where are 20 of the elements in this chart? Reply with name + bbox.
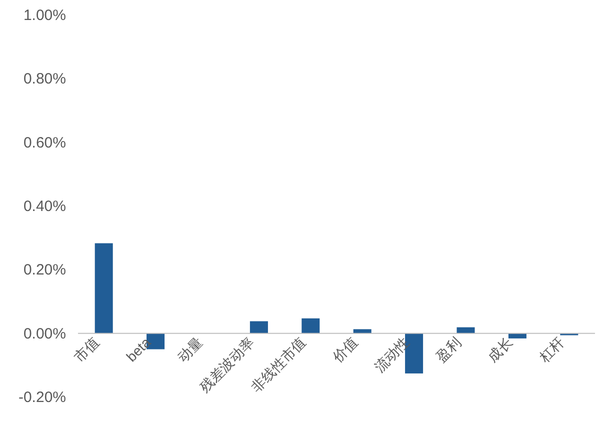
- bar: [250, 321, 268, 334]
- y-tick-label: -0.20%: [18, 389, 66, 406]
- x-tick-label: 流动性: [371, 334, 412, 376]
- x-tick-label: 动量: [174, 334, 206, 366]
- y-tick-label: 0.00%: [23, 325, 66, 342]
- bar: [456, 327, 475, 334]
- x-tick-label: 杠杆: [535, 334, 568, 366]
- bar: [302, 318, 320, 334]
- y-tick-label: 0.80%: [23, 70, 66, 88]
- bar: [94, 243, 113, 334]
- x-tick-label: 成长: [484, 334, 516, 366]
- y-tick-label: 0.40%: [23, 198, 66, 215]
- x-tick-label: 价值: [328, 334, 360, 366]
- bar: [353, 329, 372, 334]
- x-tick-label: 市值: [70, 334, 102, 366]
- x-tick-label: beta: [123, 334, 154, 365]
- x-tick-label: 盈利: [432, 334, 464, 366]
- y-tick-label: 1.00%: [23, 7, 66, 24]
- y-tick-label: 0.20%: [23, 262, 66, 279]
- y-tick-label: 0.60%: [23, 134, 66, 152]
